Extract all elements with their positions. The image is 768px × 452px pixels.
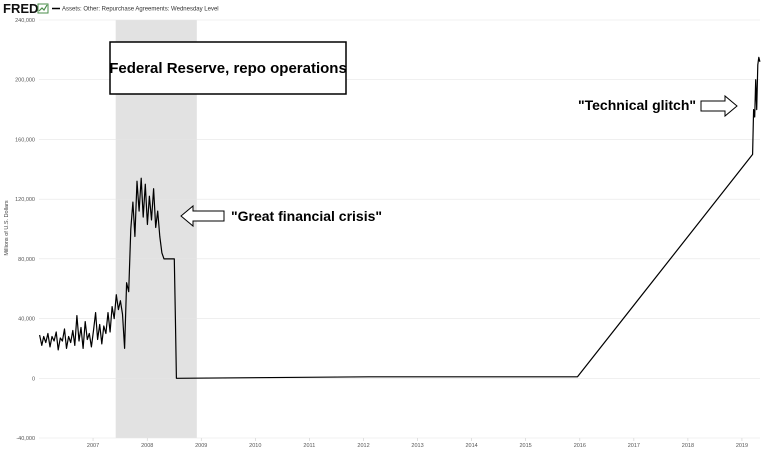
x-tick-label: 2008 xyxy=(141,443,153,449)
y-tick-label: 160,000 xyxy=(15,137,35,143)
x-tick-label: 2011 xyxy=(303,443,315,449)
fred-logo[interactable]: FRED xyxy=(3,1,49,16)
x-tick-label: 2016 xyxy=(574,443,586,449)
x-tick-label: 2014 xyxy=(465,443,477,449)
annotation-financial-crisis: "Great financial crisis" xyxy=(180,204,382,228)
annotation-technical-glitch: "Technical glitch" xyxy=(578,94,738,118)
fred-logo-text: FRED xyxy=(3,1,38,16)
y-tick-label: 200,000 xyxy=(15,78,35,84)
y-tick-label: 40,000 xyxy=(18,317,35,323)
x-tick-label: 2013 xyxy=(411,443,423,449)
series-layer xyxy=(39,56,761,379)
x-tick-label: 2009 xyxy=(195,443,207,449)
annotation-technical-glitch-text: "Technical glitch" xyxy=(578,97,696,113)
y-tick-label: 80,000 xyxy=(18,257,35,263)
y-axis: -40,000 0 40,000 80,000 120,000 160,000 200,00… xyxy=(15,18,35,442)
arrow-right-icon xyxy=(700,94,738,118)
y-axis-label: Millions of U.S. Dollars xyxy=(4,200,10,256)
legend-label: Assets: Other: Repurchase Agreements: We… xyxy=(62,7,219,13)
x-tick-label: 2017 xyxy=(628,443,640,449)
annotation-box xyxy=(109,41,347,95)
x-tick-label: 2018 xyxy=(682,443,694,449)
y-tick-label: 0 xyxy=(32,376,35,382)
x-tick-label: 2010 xyxy=(249,443,261,449)
annotation-repo-operations: Federal Reserve, repo operations xyxy=(109,41,347,95)
x-tick-label: 2019 xyxy=(736,443,748,449)
annotation-repo-operations-text: Federal Reserve, repo operations xyxy=(109,60,347,77)
y-tick-label: 120,000 xyxy=(15,197,35,203)
x-tick-label: 2012 xyxy=(357,443,369,449)
x-axis: 2007 2008 2009 2010 2011 2012 2013 2014 2015 2016… xyxy=(87,438,748,449)
grid-layer xyxy=(39,19,760,439)
y-tick-label: -40,000 xyxy=(16,436,35,442)
x-tick-label: 2007 xyxy=(87,443,99,449)
arrow-left-icon xyxy=(180,204,225,228)
y-tick-label: 240,000 xyxy=(15,18,35,24)
x-tick-label: 2015 xyxy=(520,443,532,449)
fred-logo-chart-icon xyxy=(37,3,49,14)
annotation-financial-crisis-text: "Great financial crisis" xyxy=(231,208,382,224)
series-line-repurchase-agreements xyxy=(39,56,761,379)
